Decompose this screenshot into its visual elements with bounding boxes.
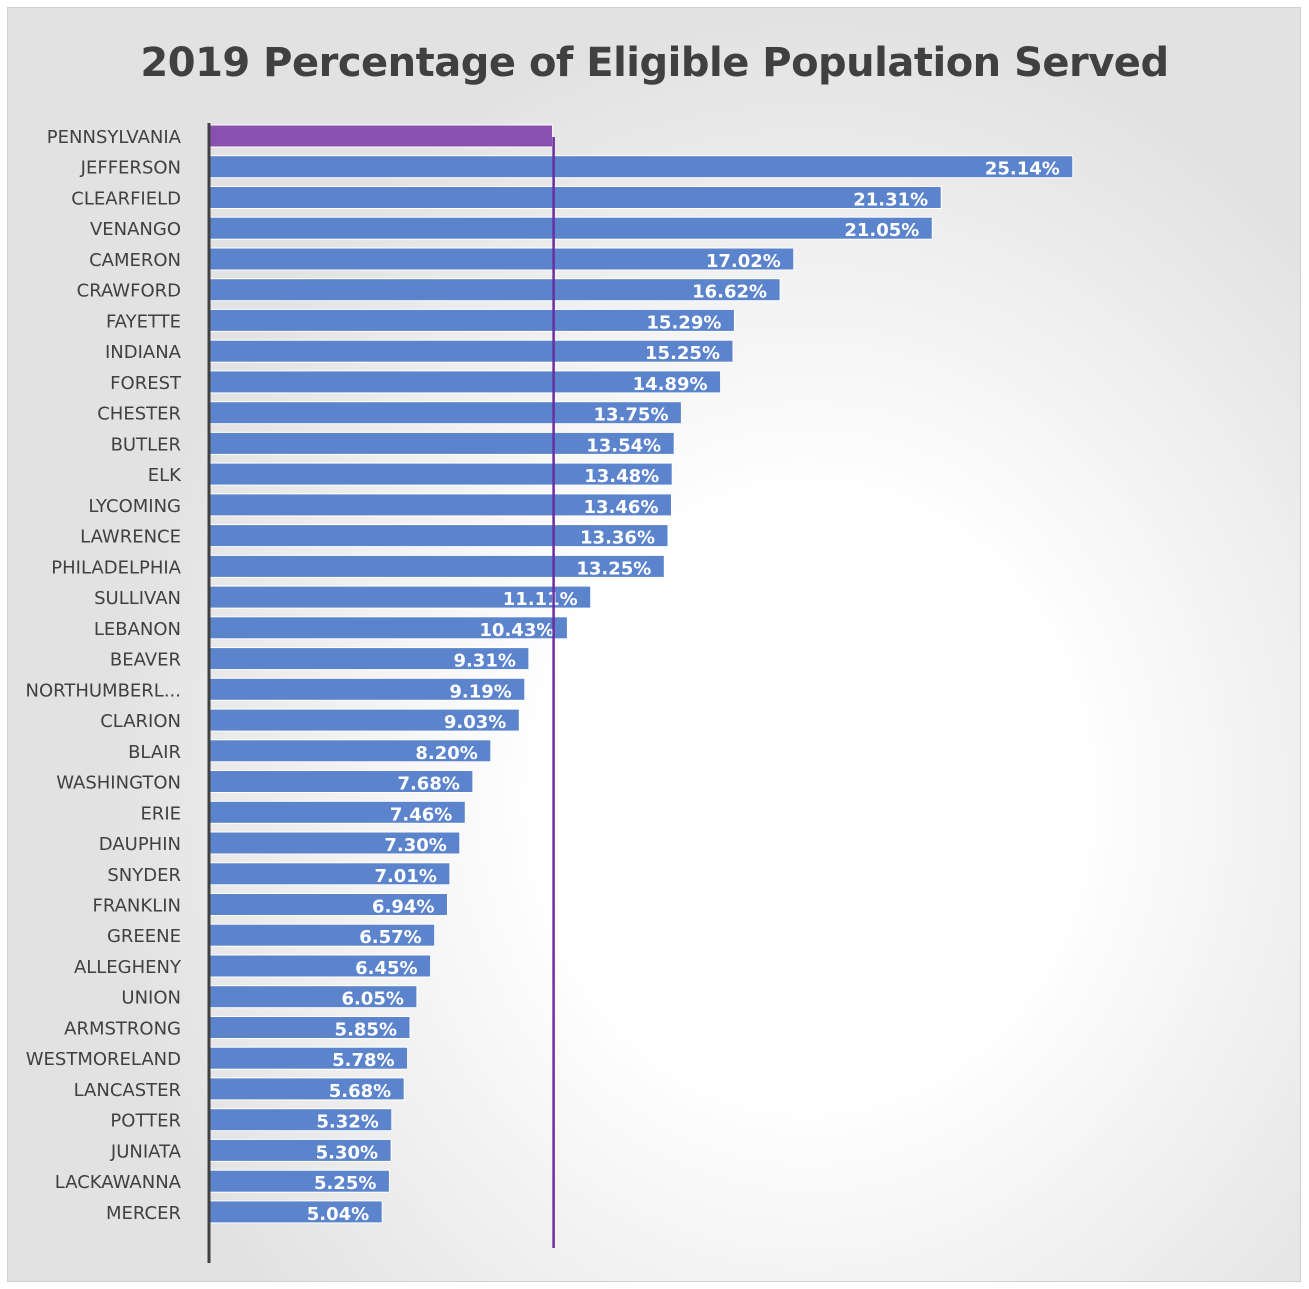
data-label: 17.02% — [706, 251, 781, 272]
data-label: 5.68% — [329, 1081, 391, 1102]
category-label: LAWRENCE — [80, 527, 181, 548]
category-label: CAMERON — [89, 250, 181, 271]
data-label: 5.78% — [332, 1050, 394, 1071]
category-label: ERIE — [140, 803, 181, 824]
data-label: 5.32% — [316, 1112, 378, 1133]
data-label: 6.94% — [372, 897, 434, 918]
data-label: 7.68% — [397, 774, 459, 795]
category-label: PENNSYLVANIA — [47, 127, 182, 148]
data-label: 6.57% — [359, 927, 421, 948]
data-label: 5.04% — [307, 1204, 369, 1225]
category-label: GREENE — [107, 926, 181, 947]
category-label: DAUPHIN — [99, 834, 181, 855]
data-label: 25.14% — [985, 159, 1060, 180]
data-label: 5.30% — [316, 1142, 378, 1163]
data-label: 7.46% — [390, 804, 452, 825]
data-label: 7.01% — [374, 866, 436, 887]
bar — [208, 155, 1074, 179]
data-label: 13.75% — [594, 405, 669, 426]
data-label: 13.25% — [576, 558, 651, 579]
data-label: 5.25% — [314, 1173, 376, 1194]
data-label: 15.29% — [646, 312, 721, 333]
data-label: 15.25% — [645, 343, 720, 364]
category-label: NORTHUMBERL... — [26, 680, 182, 701]
category-label: SNYDER — [107, 865, 181, 886]
category-label: BUTLER — [111, 434, 181, 455]
data-label: 9.03% — [444, 712, 506, 733]
category-label: CLEARFIELD — [71, 189, 181, 210]
category-label: CRAWFORD — [77, 281, 181, 302]
bar — [208, 186, 942, 209]
category-label: VENANGO — [90, 219, 181, 240]
category-label: ELK — [148, 465, 182, 486]
category-label: LEBANON — [94, 619, 181, 640]
data-label: 16.62% — [692, 282, 767, 303]
category-label: LANCASTER — [74, 1080, 181, 1101]
category-label: SULLIVAN — [94, 588, 181, 609]
category-label: BEAVER — [110, 650, 181, 671]
data-label: 13.54% — [586, 435, 661, 456]
data-label: 7.30% — [384, 835, 446, 856]
data-label: 9.19% — [449, 681, 511, 702]
category-label: UNION — [121, 988, 181, 1009]
category-label: LACKAWANNA — [55, 1172, 182, 1193]
category-label: PHILADELPHIA — [51, 557, 181, 578]
data-label: 10.43% — [479, 620, 554, 641]
category-label: INDIANA — [105, 342, 182, 363]
category-label: MERCER — [106, 1203, 181, 1224]
data-label: 6.05% — [341, 989, 403, 1010]
data-label: 9.31% — [453, 651, 515, 672]
category-label: BLAIR — [128, 742, 181, 763]
data-label: 8.20% — [415, 743, 477, 764]
bar — [208, 216, 933, 240]
category-label: JUNIATA — [110, 1141, 182, 1162]
category-label: WASHINGTON — [56, 773, 181, 794]
data-label: 13.46% — [584, 497, 659, 518]
category-label: WESTMORELAND — [26, 1049, 181, 1070]
category-label: FRANKLIN — [92, 896, 181, 917]
category-label: ARMSTRONG — [64, 1019, 181, 1040]
category-label: CLARION — [100, 711, 181, 732]
chart-title: 2019 Percentage of Eligible Population S… — [140, 40, 1169, 86]
data-label: 11.11% — [503, 589, 578, 610]
bar-highlight — [208, 124, 554, 148]
data-label: 13.36% — [580, 528, 655, 549]
data-label: 21.31% — [853, 190, 928, 211]
category-label: FOREST — [110, 373, 182, 394]
category-label: FAYETTE — [106, 311, 181, 332]
category-label: CHESTER — [97, 404, 181, 425]
category-label: ALLEGHENY — [74, 957, 182, 978]
data-label: 14.89% — [633, 374, 708, 395]
category-label: POTTER — [110, 1111, 181, 1132]
data-label: 21.05% — [844, 220, 919, 241]
data-label: 5.85% — [335, 1020, 397, 1041]
category-label: JEFFERSON — [80, 158, 181, 179]
data-label: 6.45% — [355, 958, 417, 979]
data-label: 13.48% — [584, 466, 659, 487]
category-label: LYCOMING — [88, 496, 181, 517]
